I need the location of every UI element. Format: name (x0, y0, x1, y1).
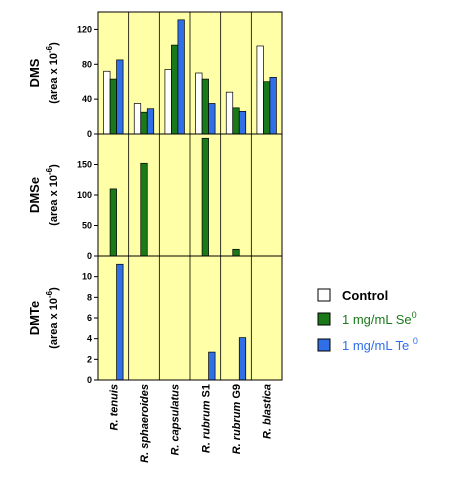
legend-label: Control (342, 288, 388, 303)
y-tick-label: 150 (77, 160, 92, 170)
bar-dms-s2-c4 (238, 110, 247, 135)
panel-dmse: 0 50 100 150 (77, 133, 283, 261)
bar-dms-s0-c3 (195, 72, 203, 135)
legend-swatch (317, 338, 331, 352)
bar-dms-s1-c3 (201, 78, 209, 135)
y-tick-label: 40 (82, 94, 92, 104)
y-tick-label: 0 (87, 375, 92, 385)
bar-dms-s0-c5 (256, 45, 264, 135)
bar-dms-s1-c4 (232, 107, 240, 135)
y-tick-label: 4 (87, 334, 92, 344)
bar-dms-s2-c1 (146, 108, 155, 135)
category-label: R. rubrum G9 (231, 384, 243, 454)
bar-dmse-s1-c4 (232, 248, 240, 257)
y-tick-label: 6 (87, 313, 92, 323)
bar-dmse-s1-c3 (201, 137, 209, 257)
bar-dms-s1-c5 (263, 81, 271, 135)
legend-label: 1 mg/mL Te 0 (342, 336, 418, 353)
y-axis-label-dmse: DMSe (area x 10-6) (27, 164, 60, 226)
y-axis-title: DMS (27, 58, 42, 87)
y-axis-label-dms: DMS (area x 10-6) (27, 42, 60, 104)
y-tick-label: 8 (87, 292, 92, 302)
category-label: R. rubrum S1 (200, 384, 212, 453)
bar-dmte-s2-c3 (208, 351, 216, 381)
y-tick-label: 120 (77, 24, 92, 34)
category-label: R. capsulatus (170, 384, 182, 456)
y-axis-units: (area x 10-6) (45, 164, 60, 226)
bar-dms-s0-c1 (133, 103, 142, 135)
legend: Control 1 mg/mL Se0 1 mg/mL Te 0 (317, 288, 418, 353)
bar-dms-s1-c1 (140, 111, 148, 135)
y-tick-label: 0 (87, 251, 92, 261)
bar-dms-s0-c4 (225, 91, 234, 135)
y-tick-label: 2 (87, 354, 92, 364)
category-label: R. tenuis (108, 384, 120, 430)
y-axis-units: (area x 10-6) (45, 287, 60, 349)
bar-dmse-s1-c0 (109, 188, 117, 257)
legend-label: 1 mg/mL Se0 (342, 310, 417, 327)
panel-dms: 0 40 80 120 (77, 11, 283, 139)
y-tick-label: 100 (77, 190, 92, 200)
bar-dms-s2-c2 (177, 19, 185, 135)
bar-dms-s0-c0 (103, 70, 111, 135)
bar-dms-s0-c2 (164, 69, 172, 135)
bar-dms-s1-c0 (109, 78, 117, 135)
y-axis-title: DMSe (27, 177, 42, 213)
bar-dms-s2-c5 (269, 77, 277, 135)
y-axis-label-dmte: DMTe (area x 10-6) (27, 287, 60, 349)
y-tick-label: 80 (82, 59, 92, 69)
y-tick-label: 0 (87, 129, 92, 139)
bar-dmte-s2-c0 (116, 263, 124, 381)
bar-dms-s2-c0 (116, 59, 124, 135)
category-label: R. blastica (262, 384, 274, 439)
legend-swatch (317, 288, 331, 302)
y-axis-units: (area x 10-6) (45, 42, 60, 104)
legend-swatch (317, 312, 331, 326)
bar-dms-s2-c3 (208, 103, 216, 135)
bar-dmte-s2-c4 (238, 337, 247, 381)
panel-dmte: 0 2 4 6 8 10 (82, 255, 283, 385)
y-axis-title: DMTe (27, 301, 42, 335)
y-tick-label: 10 (82, 272, 92, 282)
bar-dms-s1-c2 (171, 44, 179, 135)
category-label: R. sphaeroides (139, 384, 151, 463)
y-tick-label: 50 (82, 221, 92, 231)
bar-dmse-s1-c1 (140, 162, 148, 257)
